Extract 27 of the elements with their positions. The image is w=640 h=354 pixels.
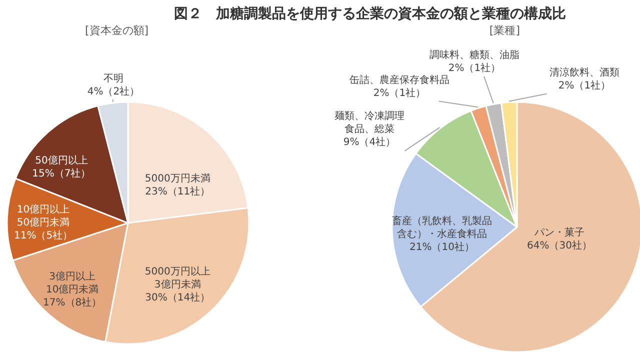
slice-label: 調味料、糖類、油脂	[430, 49, 520, 62]
data-label: 2%（1社）	[558, 80, 611, 92]
data-label: 15%（7社）	[32, 168, 91, 180]
data-label: 17%（8社）	[43, 296, 102, 308]
slice-label: 3億円以上10億円未満	[46, 270, 99, 296]
data-label: 9%（4社）	[343, 136, 396, 148]
slice-label: 5000万円未満	[144, 172, 210, 185]
slice-label: 不明	[103, 73, 124, 84]
slice-label: 清涼飲料、酒類	[550, 66, 620, 79]
slice-label: 10億円以上50億円未満	[16, 204, 70, 229]
slice-label: 50億円以上	[35, 154, 88, 167]
text: 図２ 加糖調製品を使用する企業の資本金の額と業種の構成比	[174, 4, 566, 22]
data-label: 64%（30社）	[527, 240, 592, 252]
data-label: 2%（1社）	[448, 62, 501, 74]
chart-subtitle: [資本金の額]	[85, 24, 149, 38]
data-label: 11%（5社）	[14, 230, 73, 242]
data-label: 4%（2社）	[87, 85, 140, 98]
data-label: 30%（14社）	[145, 291, 210, 304]
slice-label: 麺類、冷凍調理食品、総菜	[334, 110, 404, 136]
slice-label: パン・菓子	[534, 226, 584, 239]
slice-label: 畜産（乳飲料、乳製品含む）・水産食料品	[392, 215, 492, 240]
data-label: 23%（11社）	[145, 186, 210, 198]
slice-label: 5000万円以上3億円未満	[144, 265, 210, 290]
data-label: 21%（10社）	[410, 241, 474, 254]
slice-label: 缶詰、農産保存食料品	[350, 74, 450, 86]
data-label: 2%（1社）	[373, 87, 426, 100]
chart-subtitle: [業種]	[489, 24, 520, 38]
